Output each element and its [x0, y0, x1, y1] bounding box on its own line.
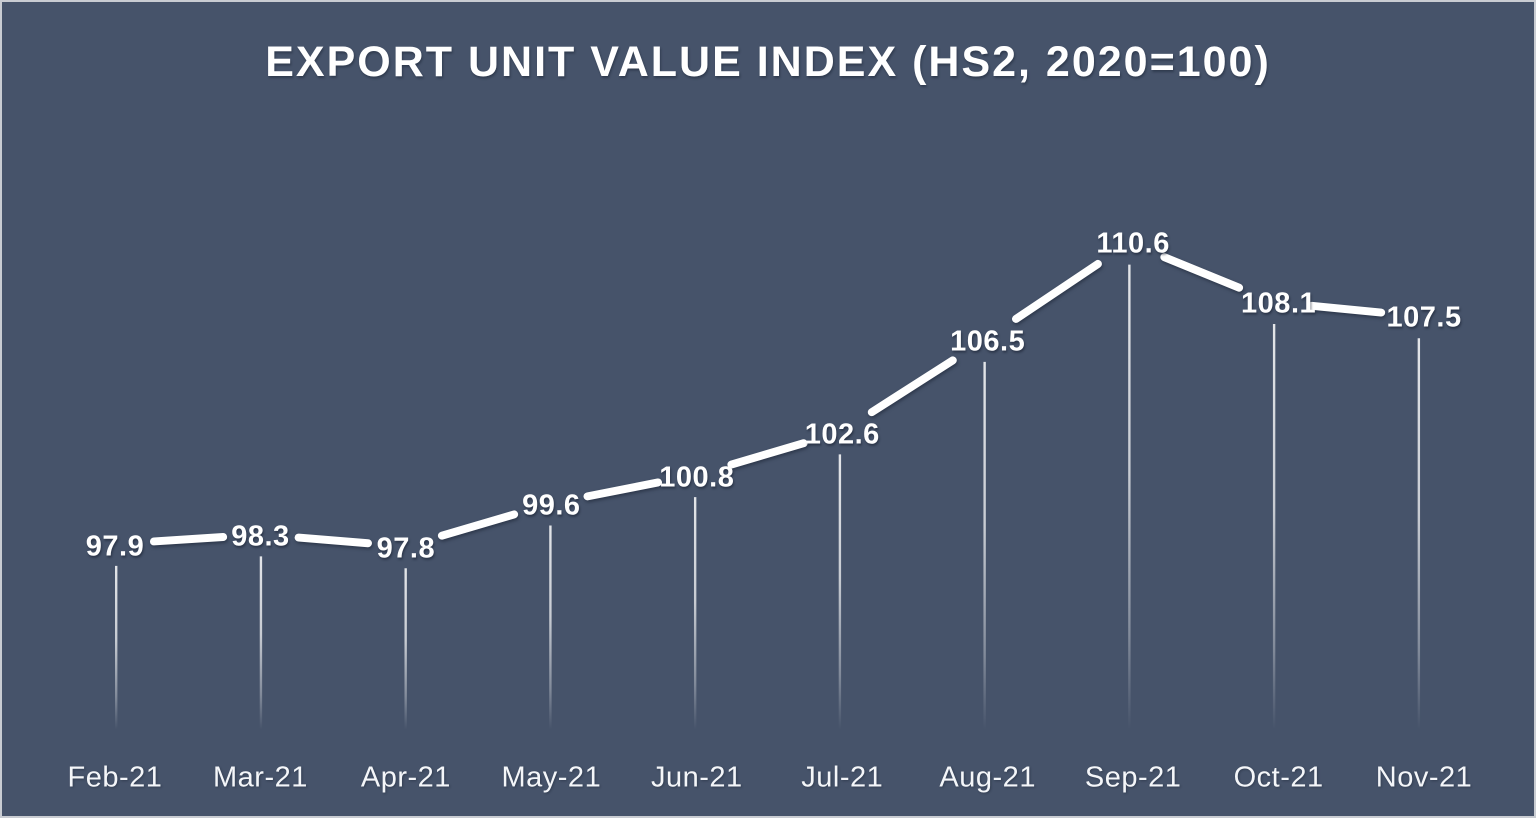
chart-title: EXPORT UNIT VALUE INDEX (HS2, 2020=100) [265, 38, 1271, 86]
data-label: 98.3 [231, 520, 290, 553]
series-line-segment [149, 532, 228, 546]
data-label: 102.6 [804, 418, 880, 451]
x-axis-label: Mar-21 [213, 761, 308, 794]
x-axis-label: Feb-21 [67, 761, 163, 794]
data-label: 97.8 [376, 532, 436, 565]
series-line-segment [294, 533, 372, 548]
data-label: 107.5 [1386, 301, 1462, 334]
data-label: 110.6 [1096, 227, 1170, 260]
x-axis-label: Jun-21 [650, 761, 743, 794]
data-label: 108.1 [1241, 287, 1317, 320]
series-line-segment [583, 478, 663, 501]
series-line-segment [867, 356, 957, 417]
series-line-segment [727, 439, 808, 469]
series-line-segment [1307, 301, 1386, 317]
data-label: 97.9 [85, 530, 145, 563]
x-axis-label: Oct-21 [1233, 761, 1324, 794]
x-axis-label: Jul-21 [801, 761, 884, 794]
data-label: 100.8 [659, 461, 735, 493]
x-axis-label: Nov-21 [1375, 761, 1473, 794]
series-line-group [149, 253, 1386, 548]
x-axis-label: May-21 [501, 761, 602, 794]
x-axis-label: Apr-21 [360, 761, 451, 794]
drop-lines-group [115, 264, 1421, 730]
series-line-segment [437, 510, 519, 540]
series-line-segment [1012, 259, 1102, 323]
data-label: 106.5 [950, 325, 1026, 358]
series-line-segment [1160, 253, 1244, 292]
data-label: 99.6 [522, 489, 581, 522]
x-axis-label: Sep-21 [1084, 761, 1182, 794]
x-axis-label: Aug-21 [939, 761, 1036, 794]
